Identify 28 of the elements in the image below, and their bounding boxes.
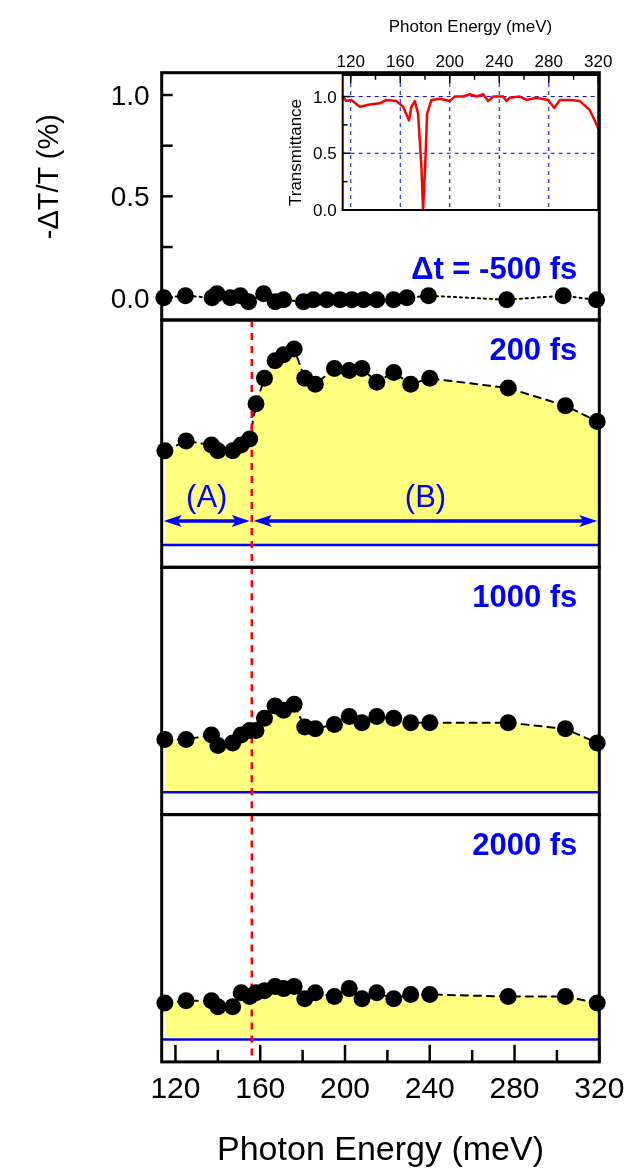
annotation: (B) bbox=[404, 478, 447, 514]
x-tick-label: 320 bbox=[574, 1070, 625, 1104]
x-axis-title: Photon Energy (meV) bbox=[388, 17, 553, 36]
y-tick-label: 1.0 bbox=[313, 87, 337, 107]
x-tick-label: 320 bbox=[584, 52, 613, 71]
y-tick-label: 0.0 bbox=[313, 201, 337, 221]
x-tick-label: 160 bbox=[235, 1070, 286, 1104]
x-tick-label: 120 bbox=[150, 1070, 201, 1104]
chart-title: 1000 fs bbox=[472, 579, 578, 615]
x-axis-title: Photon Energy (meV) bbox=[217, 1128, 544, 1167]
x-tick-label: 240 bbox=[404, 1070, 455, 1104]
y-tick-label: 1.0 bbox=[110, 80, 150, 112]
y-tick-label: 0.0 bbox=[110, 282, 150, 314]
y-tick-label: 0.5 bbox=[313, 144, 337, 164]
y-tick-label: 0.5 bbox=[110, 181, 150, 213]
x-tick-label: 200 bbox=[319, 1070, 371, 1104]
x-tick-label: 120 bbox=[336, 52, 365, 71]
x-tick-label: 280 bbox=[489, 1070, 540, 1104]
text: Δt = -500 fs bbox=[411, 250, 578, 286]
chart-title: 200 fs bbox=[489, 332, 578, 367]
y-axis-title: -ΔT/T (%) bbox=[31, 114, 64, 240]
annotation: (A) bbox=[186, 478, 228, 514]
x-tick-label: 240 bbox=[485, 52, 514, 71]
x-tick-label: 160 bbox=[386, 52, 415, 71]
x-tick-label: 280 bbox=[534, 52, 563, 71]
y-axis-title: Transmittance bbox=[285, 98, 305, 207]
chart-title: 2000 fs bbox=[472, 826, 578, 862]
x-tick-label: 200 bbox=[435, 52, 464, 71]
